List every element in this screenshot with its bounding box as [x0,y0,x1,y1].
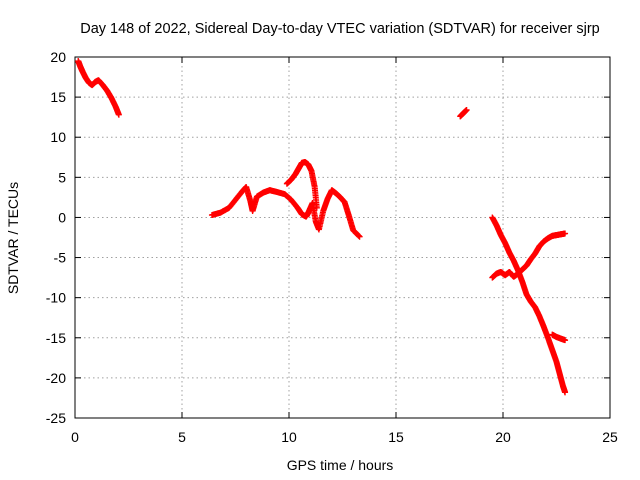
series-arc-1 [75,58,122,118]
series-arc-4 [457,106,470,120]
x-tick-label: 0 [71,429,79,445]
y-tick-label: 20 [50,49,66,65]
y-tick-label: -15 [46,330,66,346]
x-tick-label: 25 [602,429,618,445]
y-tick-label: 15 [50,89,66,105]
data-point [562,337,569,344]
y-tick-label: 5 [58,169,66,185]
x-tick-label: 10 [281,429,297,445]
data-point [562,389,569,396]
x-axis-label: GPS time / hours [287,457,394,473]
y-tick-label: 10 [50,129,66,145]
series-arc-3 [283,159,320,211]
x-tick-label: 5 [178,429,186,445]
y-tick-label: -5 [54,250,67,266]
y-tick-label: -20 [46,370,66,386]
data-point [115,111,122,118]
series-arc-7 [549,331,569,344]
x-axis-ticks: 0 5 10 15 20 25 [71,57,618,445]
y-tick-label: 0 [58,209,66,225]
data-points [75,58,569,396]
data-point [562,230,569,237]
series-arc-5 [489,214,569,396]
data-point [463,106,470,113]
series-arc-6 [489,230,569,281]
y-tick-label: -10 [46,290,66,306]
series-arc-2 [208,183,363,240]
x-tick-label: 15 [388,429,404,445]
y-axis-label: SDTVAR / TECUs [5,182,21,294]
data-point [313,204,320,211]
plot-frame [74,56,611,419]
x-tick-label: 20 [495,429,511,445]
chart-title: Day 148 of 2022, Sidereal Day-to-day VTE… [80,21,600,37]
grid-lines [75,57,610,418]
y-tick-label: -25 [46,410,66,426]
data-point [356,233,363,240]
y-axis-ticks: -25 -20 -15 -10 -5 0 5 10 15 20 [46,49,610,426]
